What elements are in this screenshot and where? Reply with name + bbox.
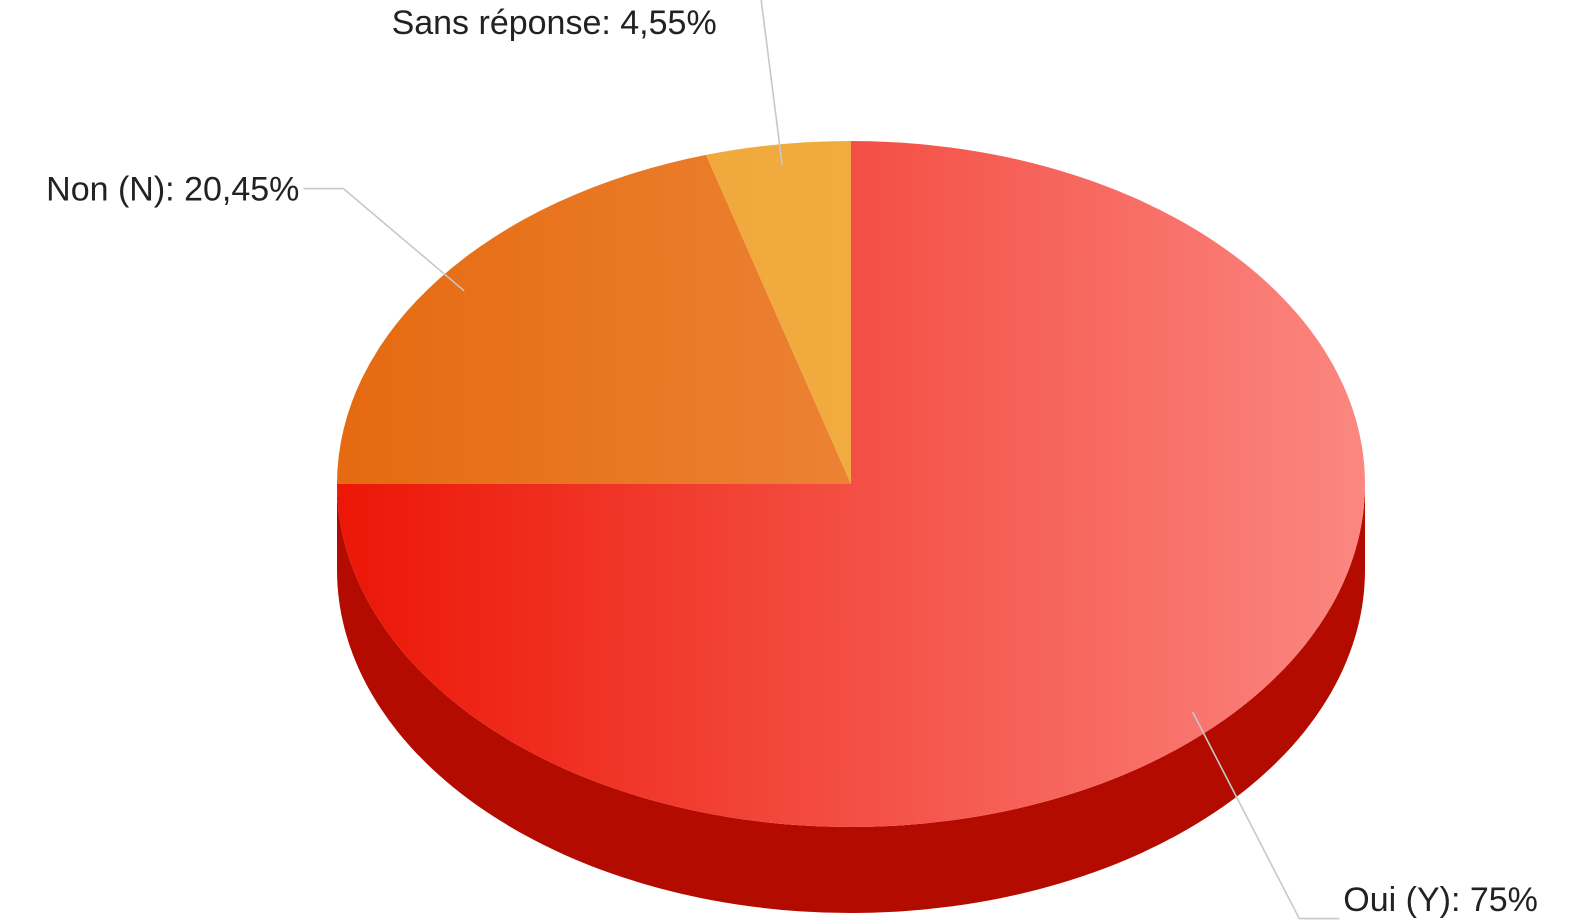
slice-labels: Oui (Y): 75% Non (N): 20,45% Sans réponse:… bbox=[46, 4, 1538, 919]
pie-slice-non-n[interactable] bbox=[337, 154, 851, 485]
leader-lines bbox=[303, 0, 1340, 920]
pie-side-oui-y bbox=[337, 484, 1365, 913]
slice-label-sans-reponse: Sans réponse: 4,55% bbox=[392, 4, 717, 42]
leader-line-oui-y bbox=[1191, 711, 1340, 920]
pie-top-layer bbox=[337, 141, 1365, 827]
slice-label-non-n: Non (N): 20,45% bbox=[46, 171, 299, 209]
pie-side-layer bbox=[337, 484, 1365, 913]
slice-label-oui-y: Oui (Y): 75% bbox=[1343, 881, 1538, 919]
leader-line-sans-reponse bbox=[760, 0, 783, 165]
leader-line-non-n bbox=[303, 187, 465, 292]
pie-slice-sans-reponse[interactable] bbox=[706, 141, 851, 484]
